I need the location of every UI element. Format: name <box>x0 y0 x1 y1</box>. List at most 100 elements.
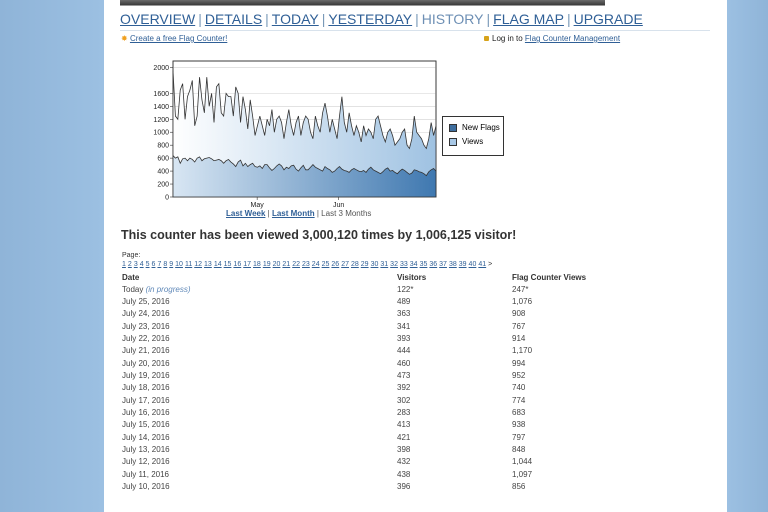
last-week-link[interactable]: Last Week <box>226 209 266 218</box>
date-cell: July 22, 2016 <box>122 334 170 344</box>
x-tick-label: May <box>251 202 265 209</box>
page-link[interactable]: 19 <box>262 261 271 268</box>
page-link[interactable]: 35 <box>419 261 428 268</box>
views-cell: 1,076 <box>512 297 533 307</box>
page-link[interactable]: 12 <box>194 261 203 268</box>
date-cell: July 25, 2016 <box>122 297 170 307</box>
nav-overview[interactable]: OVERVIEW <box>120 11 196 27</box>
page-link[interactable]: 29 <box>360 261 369 268</box>
y-tick-label: 600 <box>157 156 169 163</box>
time-sep: | <box>265 209 272 218</box>
visitors-cell: 302 <box>397 395 411 405</box>
today-views: 247* <box>512 284 529 294</box>
page-link[interactable]: 13 <box>204 261 212 268</box>
visitors-cell: 283 <box>397 408 411 418</box>
main-nav: OVERVIEW | DETAILS | TODAY | YESTERDAY | HISTORY… <box>120 11 643 27</box>
page-link[interactable]: 40 <box>468 261 477 268</box>
page-link[interactable]: 36 <box>429 261 438 268</box>
page-link[interactable]: 23 <box>302 261 310 268</box>
nav-flag-map[interactable]: FLAG MAP <box>493 11 564 27</box>
table-header-row: Date Visitors Flag Counter Views <box>122 271 632 283</box>
page-link[interactable]: 5 <box>145 261 150 268</box>
views-cell: 1,170 <box>512 346 533 356</box>
col-date-header: Date <box>122 272 140 282</box>
page-link[interactable]: 15 <box>223 261 232 268</box>
header-banner-strip <box>120 0 605 6</box>
date-cell: July 16, 2016 <box>122 408 170 418</box>
login-link[interactable]: Flag Counter Management <box>524 34 621 43</box>
y-tick-label: 1000 <box>153 130 169 137</box>
page-link[interactable]: 22 <box>292 261 300 268</box>
y-tick-label: 2000 <box>153 65 169 72</box>
page-link[interactable]: 30 <box>370 261 379 268</box>
col-views-header: Flag Counter Views <box>512 272 587 282</box>
views-cell: 914 <box>512 334 526 344</box>
page-link[interactable]: 33 <box>399 261 408 268</box>
nav-history-current: HISTORY <box>421 11 484 27</box>
page-link[interactable]: 16 <box>233 261 242 268</box>
login-prefix: Log in to <box>492 34 525 43</box>
nav-divider <box>120 30 710 31</box>
page-link[interactable]: 14 <box>213 261 222 268</box>
page-link[interactable]: 20 <box>272 261 281 268</box>
nav-upgrade[interactable]: UPGRADE <box>573 11 643 27</box>
page-link[interactable]: 31 <box>380 261 389 268</box>
plot-frame <box>172 60 437 198</box>
table-row: July 21, 2016 444 1,170 <box>122 345 632 357</box>
history-chart: 0 200 400 600 800 1000 1200 1400 1600 2000 May Jun <box>145 55 445 220</box>
nav-details[interactable]: DETAILS <box>204 11 263 27</box>
page-link[interactable]: 32 <box>390 261 398 268</box>
history-chart-svg: 0 200 400 600 800 1000 1200 1400 1600 2000 May Jun <box>153 60 437 209</box>
table-row: July 17, 2016 302 774 <box>122 394 632 406</box>
page-link[interactable]: 1 <box>122 261 126 268</box>
page-link[interactable]: 25 <box>321 261 330 268</box>
page-link[interactable]: 39 <box>458 261 467 268</box>
page-link[interactable]: 3 <box>133 261 138 268</box>
next-page-arrow[interactable]: > <box>488 261 493 268</box>
page-link[interactable]: 34 <box>409 261 418 268</box>
date-cell: July 11, 2016 <box>122 469 169 479</box>
page-link[interactable]: 2 <box>127 261 132 268</box>
page-link[interactable]: 9 <box>169 261 174 268</box>
in-progress-note: (in progress) <box>145 284 191 294</box>
page-headline: This counter has been viewed 3,000,120 t… <box>121 228 517 242</box>
new-flags-line <box>172 155 437 177</box>
nav-today[interactable]: TODAY <box>271 11 319 27</box>
page-link[interactable]: 6 <box>151 261 156 268</box>
page-link[interactable]: 24 <box>311 261 320 268</box>
history-table: Date Visitors Flag Counter Views Today (… <box>122 271 632 493</box>
today-label: Today <box>122 284 144 294</box>
table-row: July 12, 2016 432 1,044 <box>122 456 632 468</box>
page-link[interactable]: 18 <box>253 261 261 268</box>
page-link[interactable]: 7 <box>157 261 162 268</box>
last-month-link[interactable]: Last Month <box>271 209 315 218</box>
page-link[interactable]: 41 <box>478 261 487 268</box>
page-link[interactable]: 37 <box>439 261 447 268</box>
page-link[interactable]: 10 <box>175 261 183 268</box>
create-counter-link[interactable]: Create a free Flag Counter! <box>129 34 228 43</box>
page-link[interactable]: 21 <box>282 261 291 268</box>
page-link[interactable]: 38 <box>448 261 457 268</box>
page-link[interactable]: 4 <box>139 261 144 268</box>
page-link[interactable]: 28 <box>350 261 359 268</box>
page-link[interactable]: 17 <box>243 261 252 268</box>
login-prompt: Log in to Flag Counter Management <box>484 34 620 43</box>
page-link[interactable]: 26 <box>331 261 340 268</box>
table-row: July 16, 2016 283 683 <box>122 406 632 418</box>
chart-legend: New Flags Views <box>442 116 504 156</box>
date-cell: July 18, 2016 <box>122 383 170 393</box>
date-cell: July 17, 2016 <box>122 395 170 405</box>
create-counter-promo: ✸ Create a free Flag Counter! <box>121 34 227 43</box>
y-tick-label: 400 <box>157 169 169 176</box>
visitors-cell: 363 <box>397 309 411 319</box>
nav-yesterday[interactable]: YESTERDAY <box>328 11 413 27</box>
date-cell: July 19, 2016 <box>122 371 170 381</box>
visitors-cell: 393 <box>397 334 411 344</box>
table-row: July 25, 2016 489 1,076 <box>122 295 632 307</box>
page-link[interactable]: 27 <box>341 261 349 268</box>
visitors-cell: 392 <box>397 383 411 393</box>
views-cell: 994 <box>512 358 526 368</box>
page-link[interactable]: 8 <box>163 261 168 268</box>
page-link[interactable]: 11 <box>184 261 193 268</box>
time-sep: | <box>314 209 322 218</box>
